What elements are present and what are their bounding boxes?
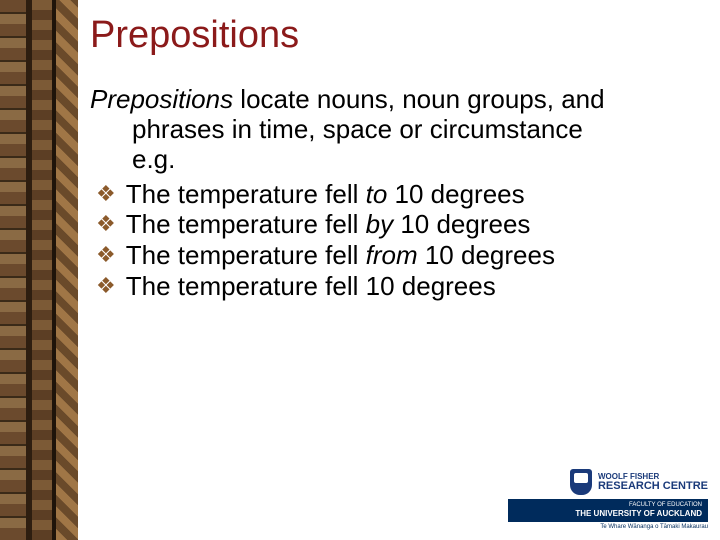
bullet-text: The temperature fell by 10 degrees	[126, 209, 531, 240]
intro-text: phrases in time, space or circumstance	[90, 115, 720, 145]
intro-text: e.g.	[90, 145, 720, 175]
bullet-icon: ❖	[96, 209, 116, 239]
uoa-logo-bar: FACULTY OF EDUCATION THE UNIVERSITY OF A…	[508, 499, 708, 522]
sidebar-stripe	[32, 0, 52, 540]
bullet-text: The temperature fell 10 degrees	[126, 271, 496, 302]
bullet-list: ❖ The temperature fell to 10 degrees ❖ T…	[90, 179, 720, 302]
uoa-subtext: Te Whare Wānanga o Tāmaki Makaurau	[508, 524, 708, 530]
woolf-fisher-logo: WOOLF FISHER RESEARCH CENTRE	[508, 469, 708, 495]
bullet-text: The temperature fell from 10 degrees	[126, 240, 555, 271]
list-item: ❖ The temperature fell to 10 degrees	[90, 179, 720, 210]
slide-title: Prepositions	[90, 14, 720, 57]
intro-text: locate nouns, noun groups, and	[233, 84, 605, 114]
wf-logo-text: WOOLF FISHER RESEARCH CENTRE	[598, 473, 708, 492]
list-item: ❖ The temperature fell 10 degrees	[90, 271, 720, 302]
list-item: ❖ The temperature fell by 10 degrees	[90, 209, 720, 240]
sidebar-stripe	[0, 0, 26, 540]
bullet-text: The temperature fell to 10 degrees	[126, 179, 525, 210]
footer-logo-area: WOOLF FISHER RESEARCH CENTRE FACULTY OF …	[508, 469, 708, 530]
sidebar-stripe	[56, 0, 78, 540]
shield-icon	[570, 469, 592, 495]
bullet-icon: ❖	[96, 179, 116, 209]
bullet-icon: ❖	[96, 271, 116, 301]
intro-paragraph: Prepositions locate nouns, noun groups, …	[90, 85, 720, 175]
decorative-sidebar	[0, 0, 78, 540]
intro-italic-term: Prepositions	[90, 84, 233, 114]
list-item: ❖ The temperature fell from 10 degrees	[90, 240, 720, 271]
slide-content: Prepositions Prepositions locate nouns, …	[90, 14, 720, 301]
bullet-icon: ❖	[96, 240, 116, 270]
